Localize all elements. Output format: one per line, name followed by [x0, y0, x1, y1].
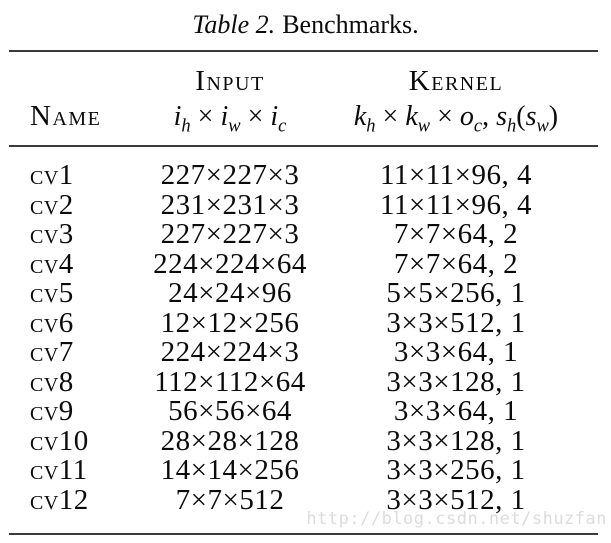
row-input-cell: 224×224×64	[153, 247, 307, 280]
table-row: cv8 112×112×64 3×3×128, 1	[10, 365, 600, 398]
row-kernel-cell: 11×11×96, 4	[379, 159, 533, 191]
row-name-cell: cv8	[30, 365, 74, 398]
row-name-cell: cv3	[30, 218, 74, 250]
table-row: cv7 224×224×3 3×3×64, 1	[10, 336, 600, 368]
row-kernel-cell: 11×11×96, 4	[379, 188, 533, 221]
row-name-cell: cv6	[30, 306, 74, 339]
table-body: cv1 227×227×3 11×11×96, 4 cv2 231×231×3 …	[10, 159, 600, 516]
table-row: cv2 231×231×3 11×11×96, 4	[10, 188, 600, 221]
table-row: cv10 28×28×128 3×3×128, 1	[10, 424, 600, 457]
table-row: cv9 56×56×64 3×3×64, 1	[10, 395, 600, 427]
row-name-cell: cv7	[30, 336, 74, 368]
table-header: Input Kernel Name ih × iw × ic kh × kw ×…	[10, 62, 600, 136]
column-header-input: Input	[195, 65, 265, 97]
row-name-cell: cv5	[30, 277, 74, 309]
row-name-cell: cv1	[30, 159, 74, 191]
table-row: cv4 224×224×64 7×7×64, 2	[10, 247, 600, 280]
table-caption-text: Benchmarks.	[282, 10, 419, 39]
row-name-cell: cv12	[30, 483, 89, 516]
table-row: cv1 227×227×3 11×11×96, 4	[10, 159, 600, 191]
row-name-cell: cv10	[30, 424, 89, 457]
row-kernel-cell: 3×3×64, 1	[393, 336, 519, 368]
kernel-dimensions-formula: kh × kw × oc, sh(sw)	[353, 101, 559, 136]
row-input-cell: 56×56×64	[168, 395, 292, 427]
row-name-cell: cv11	[30, 454, 88, 486]
table-row: cv12 7×7×512 3×3×512, 1	[10, 483, 600, 516]
row-kernel-cell: 3×3×512, 1	[386, 306, 526, 339]
row-kernel-cell: 3×3×64, 1	[393, 395, 519, 427]
row-kernel-cell: 3×3×128, 1	[386, 424, 526, 457]
row-input-cell: 224×224×3	[160, 336, 300, 368]
row-input-cell: 12×12×256	[160, 306, 300, 339]
row-input-cell: 28×28×128	[160, 424, 300, 457]
table-row: cv5 24×24×96 5×5×256, 1	[10, 277, 600, 309]
table-row: cv3 227×227×3 7×7×64, 2	[10, 218, 600, 250]
row-kernel-cell: 3×3×128, 1	[386, 365, 526, 398]
input-dimensions-formula: ih × iw × ic	[173, 101, 287, 136]
table-caption-number: Table 2.	[192, 10, 276, 39]
top-rule	[9, 50, 598, 52]
row-kernel-cell: 3×3×256, 1	[386, 454, 526, 486]
table-row: cv6 12×12×256 3×3×512, 1	[10, 306, 600, 339]
row-name-cell: cv2	[30, 188, 74, 221]
row-input-cell: 7×7×512	[175, 483, 285, 516]
table-row: cv11 14×14×256 3×3×256, 1	[10, 454, 600, 486]
row-kernel-cell: 7×7×64, 2	[393, 247, 519, 280]
row-kernel-cell: 7×7×64, 2	[393, 218, 519, 250]
row-input-cell: 14×14×256	[160, 454, 300, 486]
table-caption: Table 2. Benchmarks.	[0, 10, 611, 40]
row-kernel-cell: 5×5×256, 1	[386, 277, 526, 309]
row-kernel-cell: 3×3×512, 1	[386, 483, 526, 516]
row-name-cell: cv9	[30, 395, 74, 427]
header-rule	[9, 145, 598, 147]
column-header-kernel: Kernel	[408, 65, 504, 97]
row-input-cell: 112×112×64	[154, 365, 306, 398]
row-input-cell: 24×24×96	[168, 277, 292, 309]
row-input-cell: 227×227×3	[160, 218, 300, 250]
row-input-cell: 227×227×3	[160, 159, 300, 191]
row-name-cell: cv4	[30, 247, 74, 280]
column-header-name: Name	[30, 100, 102, 132]
watermark-url: http://blog.csdn.net/shuzfan	[306, 509, 607, 529]
row-input-cell: 231×231×3	[160, 188, 300, 221]
bottom-rule	[9, 533, 598, 535]
